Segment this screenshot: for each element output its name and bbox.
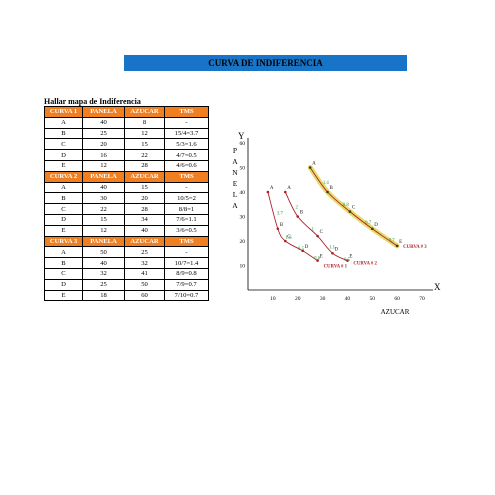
curve-2-point xyxy=(331,251,334,255)
curve-1-point-label: E xyxy=(320,255,323,260)
curve-3-point-label: B xyxy=(330,186,334,191)
curve-2-tms-label: 2 xyxy=(296,205,299,210)
table-cell: 4/6=0.6 xyxy=(164,159,209,172)
curve-3-name: CURVA # 3 xyxy=(403,245,427,250)
table-row: E 12 28 4/6=0.6 xyxy=(44,159,209,172)
y-tick-label: 30 xyxy=(240,215,246,221)
curve-2-point xyxy=(316,234,319,238)
table-header-cell: TMS xyxy=(164,170,209,183)
curve-3-tms-label: 0.8 xyxy=(343,203,350,208)
table-cell: 7/10=0.7 xyxy=(164,289,209,302)
curve-3-point xyxy=(308,166,312,169)
table-cell: 8/8=1 xyxy=(164,203,209,215)
chart-axes: X Y 10 20 30 40 50 60 70 10 20 30 40 50 60 AZUCAR P A N E L A xyxy=(232,131,441,316)
curve-2-tms-label: 1 xyxy=(312,227,315,232)
curve-3-point-label: A xyxy=(312,162,316,167)
table-row: D 15 34 7/6=1.1 xyxy=(44,213,209,226)
table-row: B 30 20 10/5=2 xyxy=(44,192,209,205)
page-title: CURVA DE INDIFERENCIA xyxy=(124,55,407,71)
curve-3-tms-label: 0.7 xyxy=(365,221,372,226)
curve-1-tms-label: 3.7 xyxy=(277,211,284,216)
curve-2-point-label: B xyxy=(300,211,304,216)
curve-1-point xyxy=(266,190,270,194)
x-tick-label: 40 xyxy=(345,296,351,302)
table-row: A 40 15- xyxy=(44,181,209,194)
x-tick-label: 50 xyxy=(370,296,376,302)
x-tick-label: 10 xyxy=(270,296,276,302)
x-tick-label: 30 xyxy=(320,296,326,302)
curve-2-tms-label: 0.5 xyxy=(344,258,351,263)
x-tick-label: 70 xyxy=(419,296,425,302)
x-axis-label: AZUCAR xyxy=(381,308,410,316)
curve-1-line xyxy=(267,191,318,261)
table-cell: 15/4=3.7 xyxy=(164,127,209,140)
table-cell: 4/7=0.5 xyxy=(164,149,209,161)
curve-2-point-label: D xyxy=(335,247,339,252)
table-caption: Hallar mapa de Indiferencia xyxy=(44,97,141,106)
curve-3-point xyxy=(348,210,352,213)
y-tick-label: 20 xyxy=(240,239,246,245)
curve-1-point-label: A xyxy=(270,186,274,191)
x-tick-label: 20 xyxy=(295,296,301,302)
curve-1-point xyxy=(276,227,280,231)
table-cell: 3/6=0.5 xyxy=(164,224,209,237)
y-tick-label: 40 xyxy=(240,190,246,196)
table-row: B 25 12 15/4=3.7 xyxy=(44,127,209,140)
curve-2-point-label: C xyxy=(320,230,324,235)
table-cell: 5/3=1.6 xyxy=(164,138,209,151)
curve-2-point xyxy=(346,259,349,262)
curve-3-point-label: C xyxy=(352,206,356,211)
y-tick-label: 60 xyxy=(240,141,246,147)
table-cell: - xyxy=(164,181,209,194)
curve-3-point xyxy=(395,244,399,248)
curve-1-point-label: D xyxy=(305,245,309,250)
table-header-row: CURVA 3 PANELA AZUCAR TMS xyxy=(44,235,209,248)
curve-1-point xyxy=(283,239,287,243)
curve-3-point xyxy=(326,190,329,194)
curve-1-tms-label: 1.6 xyxy=(286,236,293,241)
table-row: E 18 60 7/10=0.7 xyxy=(44,289,209,302)
indifference-table: CURVA 1 PANELA AZUCAR TMS A 40 8- B 25 12 15/4=3.7… xyxy=(44,106,209,302)
curve-1-point xyxy=(316,259,319,262)
curve-2-point xyxy=(283,190,287,194)
y-tick-label: 50 xyxy=(240,166,246,172)
y-axis-letter: Y xyxy=(238,131,245,141)
curve-1-point-label: B xyxy=(280,223,284,228)
curve-3-point-label: D xyxy=(374,223,378,228)
table-cell: 10/5=2 xyxy=(164,192,209,205)
curve-3-point xyxy=(370,227,374,231)
curve-2-point xyxy=(296,215,300,218)
curve-2-name: CURVA # 2 xyxy=(353,262,377,267)
curve-3-tms-label: 0.7 xyxy=(389,238,396,243)
table-row: C 20 15 5/3=1.6 xyxy=(44,138,209,151)
table-row: E 12 40 3/6=0.5 xyxy=(44,224,209,237)
curve-3-tms-label: 1.4 xyxy=(323,181,330,186)
x-tick-label: 60 xyxy=(394,296,400,302)
curve-1-point-label: C xyxy=(287,235,291,240)
curve-1-point xyxy=(301,249,304,253)
table-header-cell: TMS xyxy=(164,235,209,248)
table-row: C 22 28 8/8=1 xyxy=(44,203,209,215)
table-header-row: CURVA 2 PANELA AZUCAR TMS xyxy=(44,170,209,183)
curve-2-tms-label: 1.1 xyxy=(329,246,336,251)
curve-2-point-label: E xyxy=(349,255,352,260)
table-cell: 7/6=1.1 xyxy=(164,213,209,226)
curve-2-point-label: A xyxy=(287,186,291,191)
y-tick-label: 10 xyxy=(240,264,246,270)
curve-1-name: CURVA # 1 xyxy=(324,265,348,270)
table-header-row: CURVA 1 PANELA AZUCAR TMS xyxy=(44,106,209,118)
curve-1-tms-label: 0.6 xyxy=(314,257,321,262)
curve-1-tms-label: 0.5 xyxy=(298,247,305,252)
table-row: D 16 22 4/7=0.5 xyxy=(44,149,209,161)
x-axis-letter: X xyxy=(434,282,441,292)
curve-3-point-label: E xyxy=(399,240,402,245)
